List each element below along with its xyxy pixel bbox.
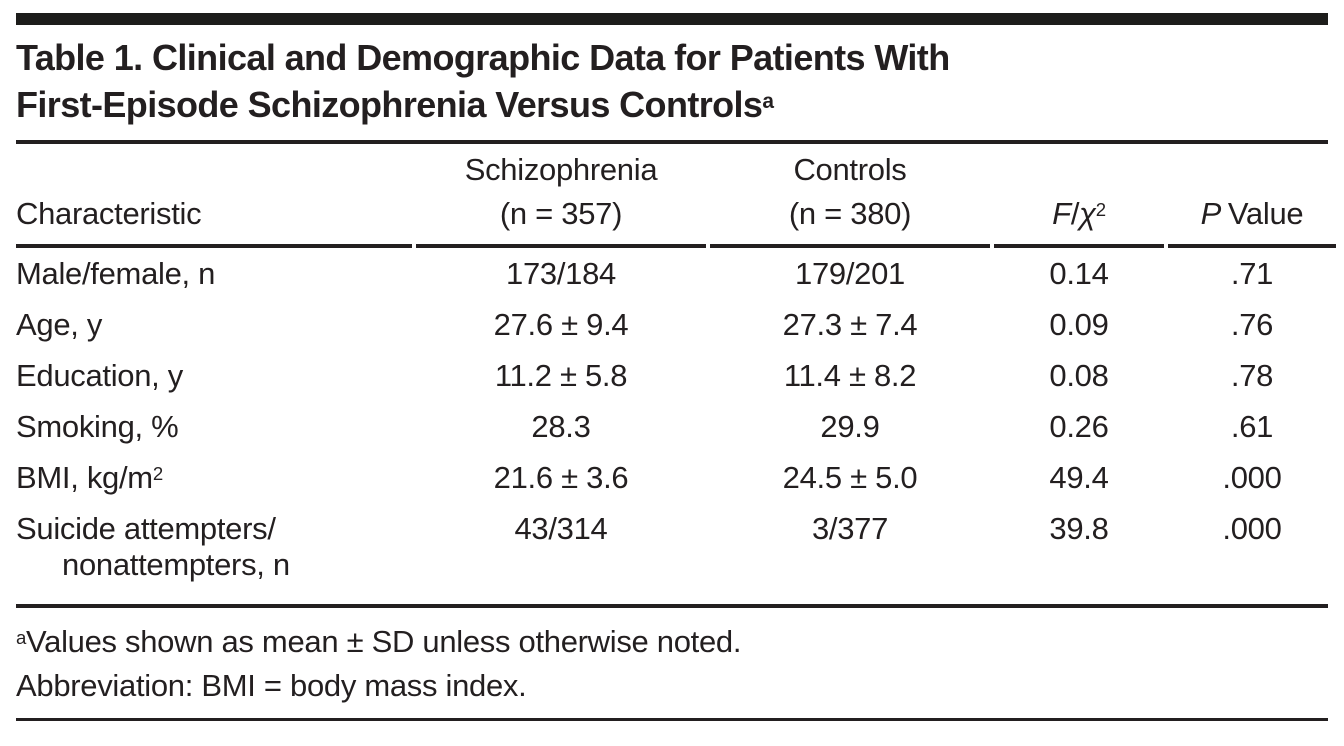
- cell-schizophrenia: 11.2 ± 5.8: [494, 358, 628, 393]
- cell-controls: 29.9: [820, 409, 880, 444]
- cell-f-chi2: 0.14: [1049, 256, 1109, 291]
- cell-p-value: .000: [1222, 511, 1282, 546]
- col-header-controls-n: (n = 380): [788, 196, 912, 231]
- cell-schizophrenia: 173/184: [506, 256, 616, 291]
- table-title: Table 1. Clinical and Demographic Data f…: [16, 34, 1328, 128]
- cell-f-chi2: 49.4: [1049, 460, 1109, 495]
- footnote-marker: a: [16, 626, 27, 648]
- table-row-bmi: BMI, kg/m2 21.6 ± 3.6 24.5 ± 5.0 49.4 .0…: [16, 452, 1336, 503]
- table-row-male-female: Male/female, n 173/184 179/201 0.14 .71: [16, 248, 1336, 299]
- cell-f-chi2: 0.26: [1049, 409, 1109, 444]
- col-header-schizophrenia-n: (n = 357): [499, 196, 623, 231]
- footnote-text: Abbreviation: BMI = body mass index.: [16, 668, 527, 703]
- cell-p-value: .76: [1230, 307, 1274, 342]
- footnotes: aValues shown as mean ± SD unless otherw…: [16, 620, 1328, 708]
- row-label: Education, y: [16, 358, 184, 393]
- cell-controls: 179/201: [795, 256, 905, 291]
- table-row-age: Age, y 27.6 ± 9.4 27.3 ± 7.4 0.09 .76: [16, 299, 1336, 350]
- col-header-characteristic: Characteristic: [16, 144, 412, 248]
- table-bottom-rule: [16, 604, 1328, 608]
- col-header-p-value: P Value: [1168, 144, 1336, 248]
- cell-schizophrenia: 27.6 ± 9.4: [493, 307, 629, 342]
- data-table: Characteristic Schizophrenia (n = 357) C…: [12, 144, 1340, 591]
- cell-p-value: .61: [1230, 409, 1274, 444]
- footnote-text: Values shown as mean ± SD unless otherwi…: [26, 624, 742, 659]
- cell-f-chi2: 39.8: [1049, 511, 1109, 546]
- col-header-schizophrenia: Schizophrenia (n = 357): [416, 144, 706, 248]
- cell-schizophrenia: 21.6 ± 3.6: [493, 460, 629, 495]
- p-value-word: Value: [1227, 196, 1304, 231]
- cell-schizophrenia: 28.3: [531, 409, 591, 444]
- row-label: Age, y: [16, 307, 103, 342]
- row-label: BMI, kg/m2: [16, 452, 412, 503]
- chi-exponent: 2: [1095, 198, 1106, 220]
- col-header-schizophrenia-name: Schizophrenia: [464, 152, 658, 187]
- cell-controls: 27.3 ± 7.4: [782, 307, 918, 342]
- f-symbol: F: [1052, 196, 1071, 231]
- row-label: Male/female, n: [16, 256, 216, 291]
- slash: /: [1070, 196, 1080, 231]
- footnote-abbreviation: Abbreviation: BMI = body mass index.: [16, 664, 1328, 708]
- col-header-controls-name: Controls: [793, 152, 907, 187]
- table-title-footnote-marker: a: [762, 89, 774, 113]
- cell-controls: 24.5 ± 5.0: [782, 460, 918, 495]
- cell-f-chi2: 0.09: [1049, 307, 1109, 342]
- title-rule: [16, 140, 1328, 144]
- chi-symbol: χ: [1079, 196, 1096, 231]
- table-title-line2: First-Episode Schizophrenia Versus Contr…: [16, 84, 763, 125]
- row-label: Suicide attempters/ nonattempters, n: [16, 503, 412, 591]
- cell-p-value: .71: [1230, 256, 1274, 291]
- top-bar-rule: [16, 13, 1328, 25]
- cell-controls: 11.4 ± 8.2: [783, 358, 917, 393]
- p-symbol: P: [1200, 196, 1222, 231]
- cell-p-value: .000: [1222, 460, 1282, 495]
- panel-bottom-rule: [16, 718, 1328, 721]
- cell-p-value: .78: [1230, 358, 1274, 393]
- table-row-education: Education, y 11.2 ± 5.8 11.4 ± 8.2 0.08 …: [16, 350, 1336, 401]
- col-header-f-chi2: F/χ2: [994, 144, 1164, 248]
- cell-controls: 3/377: [811, 511, 889, 546]
- footnote-values: aValues shown as mean ± SD unless otherw…: [16, 620, 1328, 664]
- row-label-line2: nonattempters, n: [62, 547, 290, 582]
- row-label: Smoking, %: [16, 409, 179, 444]
- row-label-text: BMI, kg/m: [16, 460, 153, 495]
- cell-schizophrenia: 43/314: [514, 511, 608, 546]
- table-row-smoking: Smoking, % 28.3 29.9 0.26 .61: [16, 401, 1336, 452]
- header-row: Characteristic Schizophrenia (n = 357) C…: [16, 144, 1336, 248]
- table-row-suicide: Suicide attempters/ nonattempters, n 43/…: [16, 503, 1336, 591]
- cell-f-chi2: 0.08: [1049, 358, 1109, 393]
- row-label-exponent: 2: [152, 462, 163, 484]
- col-header-controls: Controls (n = 380): [710, 144, 990, 248]
- row-label-line1: Suicide attempters/: [16, 511, 276, 546]
- table-title-line1: Table 1. Clinical and Demographic Data f…: [16, 37, 950, 78]
